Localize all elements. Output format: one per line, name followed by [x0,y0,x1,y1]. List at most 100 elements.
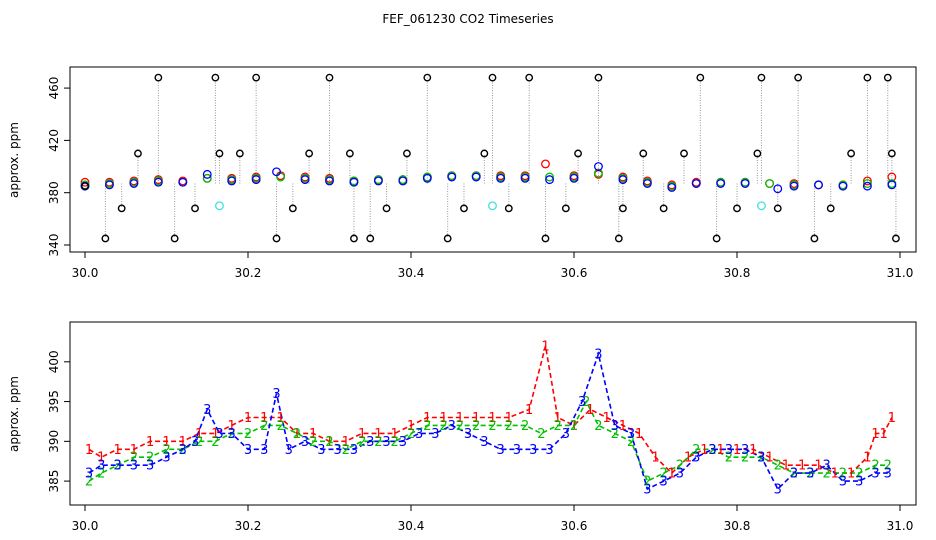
top-flagged-point [614,234,623,243]
bottom-point-label: 1 [179,435,187,450]
top-flagged-point [191,204,199,213]
bottom-x-tick-label: 31.0 [887,519,914,533]
bottom-point-label: 3 [97,459,105,474]
bottom-point-label: 2 [407,427,415,442]
top-x-axis: 30.0 30.2 30.4 30.6 30.8 31.0 [72,252,913,280]
bottom-point-label: 1 [880,427,888,442]
bottom-point-label: 2 [611,427,619,442]
bottom-point-label: 3 [366,435,374,450]
top-flagged-point [305,149,314,158]
bottom-point-label: 3 [162,451,170,466]
bottom-point-label: 1 [765,451,773,466]
bottom-point-label: 2 [554,419,562,434]
bottom-point-label: 3 [529,443,537,458]
bottom-point-label: 2 [130,451,138,466]
top-data-point [569,173,579,183]
bottom-point-label: 2 [358,435,366,450]
bottom-point-label: 2 [643,475,651,490]
bottom-point-label: 3 [676,467,684,482]
top-flagged-point [561,204,570,213]
bottom-point-label: 2 [374,435,382,450]
bottom-point-label: 2 [855,467,863,482]
bottom-point-label: 1 [541,339,549,354]
bottom-point-label: 1 [146,435,154,450]
bottom-point-label: 3 [741,443,749,458]
top-data-point [325,176,334,186]
bottom-point-label: 2 [505,419,513,434]
bottom-series-line-1 [88,345,893,475]
top-flagged-point [366,234,375,243]
top-flagged-point [215,149,224,158]
top-flagged-point [81,182,89,191]
bottom-point-label: 1 [700,443,708,458]
bottom-point-label: 3 [448,419,456,434]
bottom-y-tick-label: 400 [47,350,61,373]
bottom-point-label: 3 [215,427,223,442]
bottom-point-label: 3 [301,435,309,450]
bottom-point-label: 1 [423,411,431,426]
bottom-point-label: 2 [97,467,105,482]
top-flagged-point [350,234,358,243]
top-highlight-point [488,201,497,211]
bottom-point-label: 3 [130,459,138,474]
top-flagged-point [594,73,603,82]
top-flagged-point [403,149,411,158]
top-y-tick-label: 420 [47,129,61,152]
bottom-point-label: 2 [570,419,578,434]
bottom-point-label: 3 [774,483,782,498]
bottom-point-label: 1 [635,427,643,442]
bottom-point-label: 1 [276,411,284,426]
top-flagged-point [252,73,261,82]
top-y-axis: 340 380 420 460 [47,77,70,256]
bottom-point-label: 3 [884,467,892,482]
top-x-tick-label: 30.6 [561,266,588,280]
bottom-series-lines [88,345,893,491]
bottom-point-label: 2 [537,427,545,442]
bottom-point-label: 1 [831,467,839,482]
bottom-point-label: 3 [285,443,293,458]
bottom-point-label: 2 [456,419,464,434]
bottom-point-label: 3 [513,443,521,458]
bottom-point-label: 2 [774,459,782,474]
bottom-point-label: 2 [692,443,700,458]
top-flagged-point [733,204,741,213]
bottom-x-axis: 30.0 30.2 30.4 30.6 30.8 31.0 [72,505,914,533]
bottom-point-label: 1 [130,443,138,458]
bottom-point-label: 3 [855,475,863,490]
bottom-point-label: 1 [847,467,855,482]
bottom-point-label: 2 [521,419,529,434]
bottom-point-label: 2 [627,435,635,450]
bottom-point-label: 2 [85,475,93,490]
top-x-tick-label: 30.2 [235,266,262,280]
top-data-point [227,176,237,186]
bottom-point-label: 2 [823,467,831,482]
bottom-point-label: 3 [244,443,252,458]
bottom-point-label: 1 [554,411,562,426]
top-data-point [373,176,383,186]
bottom-point-label: 2 [309,435,317,450]
top-data-point [716,179,726,188]
top-data-point [153,177,163,187]
top-flagged-point [525,73,534,82]
bottom-x-tick-label: 30.8 [724,519,751,533]
bottom-point-label: 1 [733,443,741,458]
top-data-point [272,167,281,177]
top-flagged-point [170,234,179,243]
top-data-point [129,179,139,188]
top-flagged-point [863,73,872,82]
bottom-point-label: 1 [472,411,480,426]
bottom-point-label: 1 [358,427,366,442]
bottom-point-label: 2 [594,419,602,434]
bottom-point-label: 1 [260,411,268,426]
bottom-point-label: 2 [439,419,447,434]
top-data-point [789,181,799,191]
bottom-point-label: 1 [863,451,871,466]
bottom-x-tick-label: 30.4 [398,519,425,533]
bottom-y-tick-label: 390 [47,430,61,453]
top-droplines [84,77,897,239]
top-highlight-point [757,201,766,211]
top-flagged-point [680,149,688,158]
bottom-point-label: 2 [162,443,170,458]
bottom-plot-frame [69,321,917,506]
